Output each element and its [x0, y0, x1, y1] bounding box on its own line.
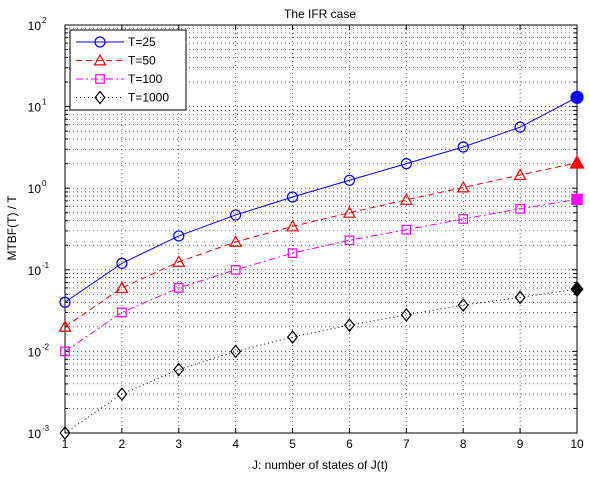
y-tick-exponent: -1: [42, 261, 50, 270]
y-tick-base: 10: [28, 264, 42, 278]
y-tick-label: 10 -3: [28, 424, 50, 441]
data-point: [571, 193, 583, 206]
data-point: [343, 174, 356, 186]
data-point: [569, 154, 585, 169]
grid: [65, 25, 577, 433]
data-point: [515, 203, 525, 214]
series-2: [60, 193, 583, 357]
y-tick-base: 10: [28, 182, 42, 196]
data-point: [570, 280, 584, 298]
y-tick-base: 10: [28, 19, 42, 33]
data-point: [457, 141, 469, 153]
data-point: [230, 264, 241, 275]
data-point: [94, 36, 106, 48]
data-point: [399, 193, 413, 205]
data-point: [95, 74, 105, 84]
series-3: [59, 280, 584, 440]
data-point: [514, 290, 526, 305]
x-tick-label: 6: [346, 437, 353, 451]
y-tick-label: 10 -2: [28, 342, 50, 359]
x-tick-label: 9: [517, 437, 524, 451]
y-tick-label: 10 2: [28, 16, 47, 33]
y-axis-label: MTBF(T) / T: [5, 195, 19, 261]
data-point: [230, 344, 242, 359]
data-point: [343, 318, 356, 333]
data-point: [94, 90, 106, 105]
data-point: [116, 387, 128, 402]
legend-label: T=25: [128, 35, 156, 49]
data-point: [458, 214, 469, 224]
data-point: [570, 90, 584, 104]
legend-label: T=100: [128, 72, 163, 86]
data-point: [59, 296, 71, 308]
y-tick-base: 10: [28, 427, 42, 441]
legend-item: T=100: [76, 72, 163, 86]
y-tick-exponent: -3: [42, 424, 50, 433]
x-tick-label: 3: [175, 437, 182, 451]
series-0: [59, 90, 584, 308]
data-point: [344, 235, 355, 246]
axes-frame: [64, 24, 578, 434]
data-point: [229, 235, 243, 247]
x-tick-label: 1: [62, 437, 69, 451]
data-point: [173, 283, 184, 293]
legend: T=25 T=50 T=100 T=1000: [69, 29, 187, 111]
legend-item: T=50: [76, 54, 156, 68]
x-tick-label: 8: [460, 437, 467, 451]
data-point: [514, 121, 526, 133]
y-tick-label: 10 0: [28, 179, 47, 196]
y-tick-exponent: 1: [42, 98, 47, 107]
data-point: [401, 224, 412, 235]
data-point: [116, 257, 128, 269]
data-point: [59, 426, 71, 440]
x-tick-label: 4: [232, 437, 239, 451]
legend-label: T=1000: [128, 91, 169, 105]
data-point: [456, 180, 470, 193]
data-point: [286, 219, 300, 232]
y-tick-label: 10 -1: [28, 261, 50, 278]
x-tick-label: 2: [119, 437, 126, 451]
legend-label: T=50: [128, 54, 156, 68]
data-point: [342, 206, 356, 218]
data-point: [93, 53, 107, 66]
x-tick-label: 5: [289, 437, 296, 451]
x-tick-label: 10: [570, 437, 584, 451]
data-point: [117, 307, 127, 318]
chart-title: The IFR case: [284, 7, 356, 21]
data-point: [173, 230, 185, 242]
legend-box: [69, 29, 187, 111]
data-point: [457, 298, 469, 312]
series-1: [58, 154, 585, 332]
data-point: [400, 307, 412, 322]
data-point: [60, 346, 70, 357]
y-tick-exponent: 0: [42, 179, 47, 188]
data-point: [400, 158, 412, 170]
series-line: [64, 96, 578, 303]
y-tick-label: 10 1: [28, 98, 47, 115]
x-tick-label: 7: [403, 437, 410, 451]
data-point: [173, 362, 185, 377]
legend-item: T=25: [76, 35, 156, 49]
series-line: [64, 162, 578, 328]
legend-item: T=1000: [76, 91, 169, 105]
series-line: [64, 198, 578, 352]
y-tick-base: 10: [28, 101, 42, 115]
x-axis-label: J: number of states of J(t): [252, 458, 388, 472]
data-point: [172, 255, 186, 267]
data-point: [230, 209, 242, 221]
data-point: [58, 320, 72, 332]
y-tick-exponent: -2: [42, 342, 50, 351]
data-point: [287, 248, 298, 258]
y-tick-exponent: 2: [42, 16, 47, 25]
y-tick-base: 10: [28, 345, 42, 359]
data-point: [286, 330, 299, 344]
data-point: [513, 168, 527, 181]
data-point: [115, 281, 129, 293]
data-point: [286, 191, 299, 203]
